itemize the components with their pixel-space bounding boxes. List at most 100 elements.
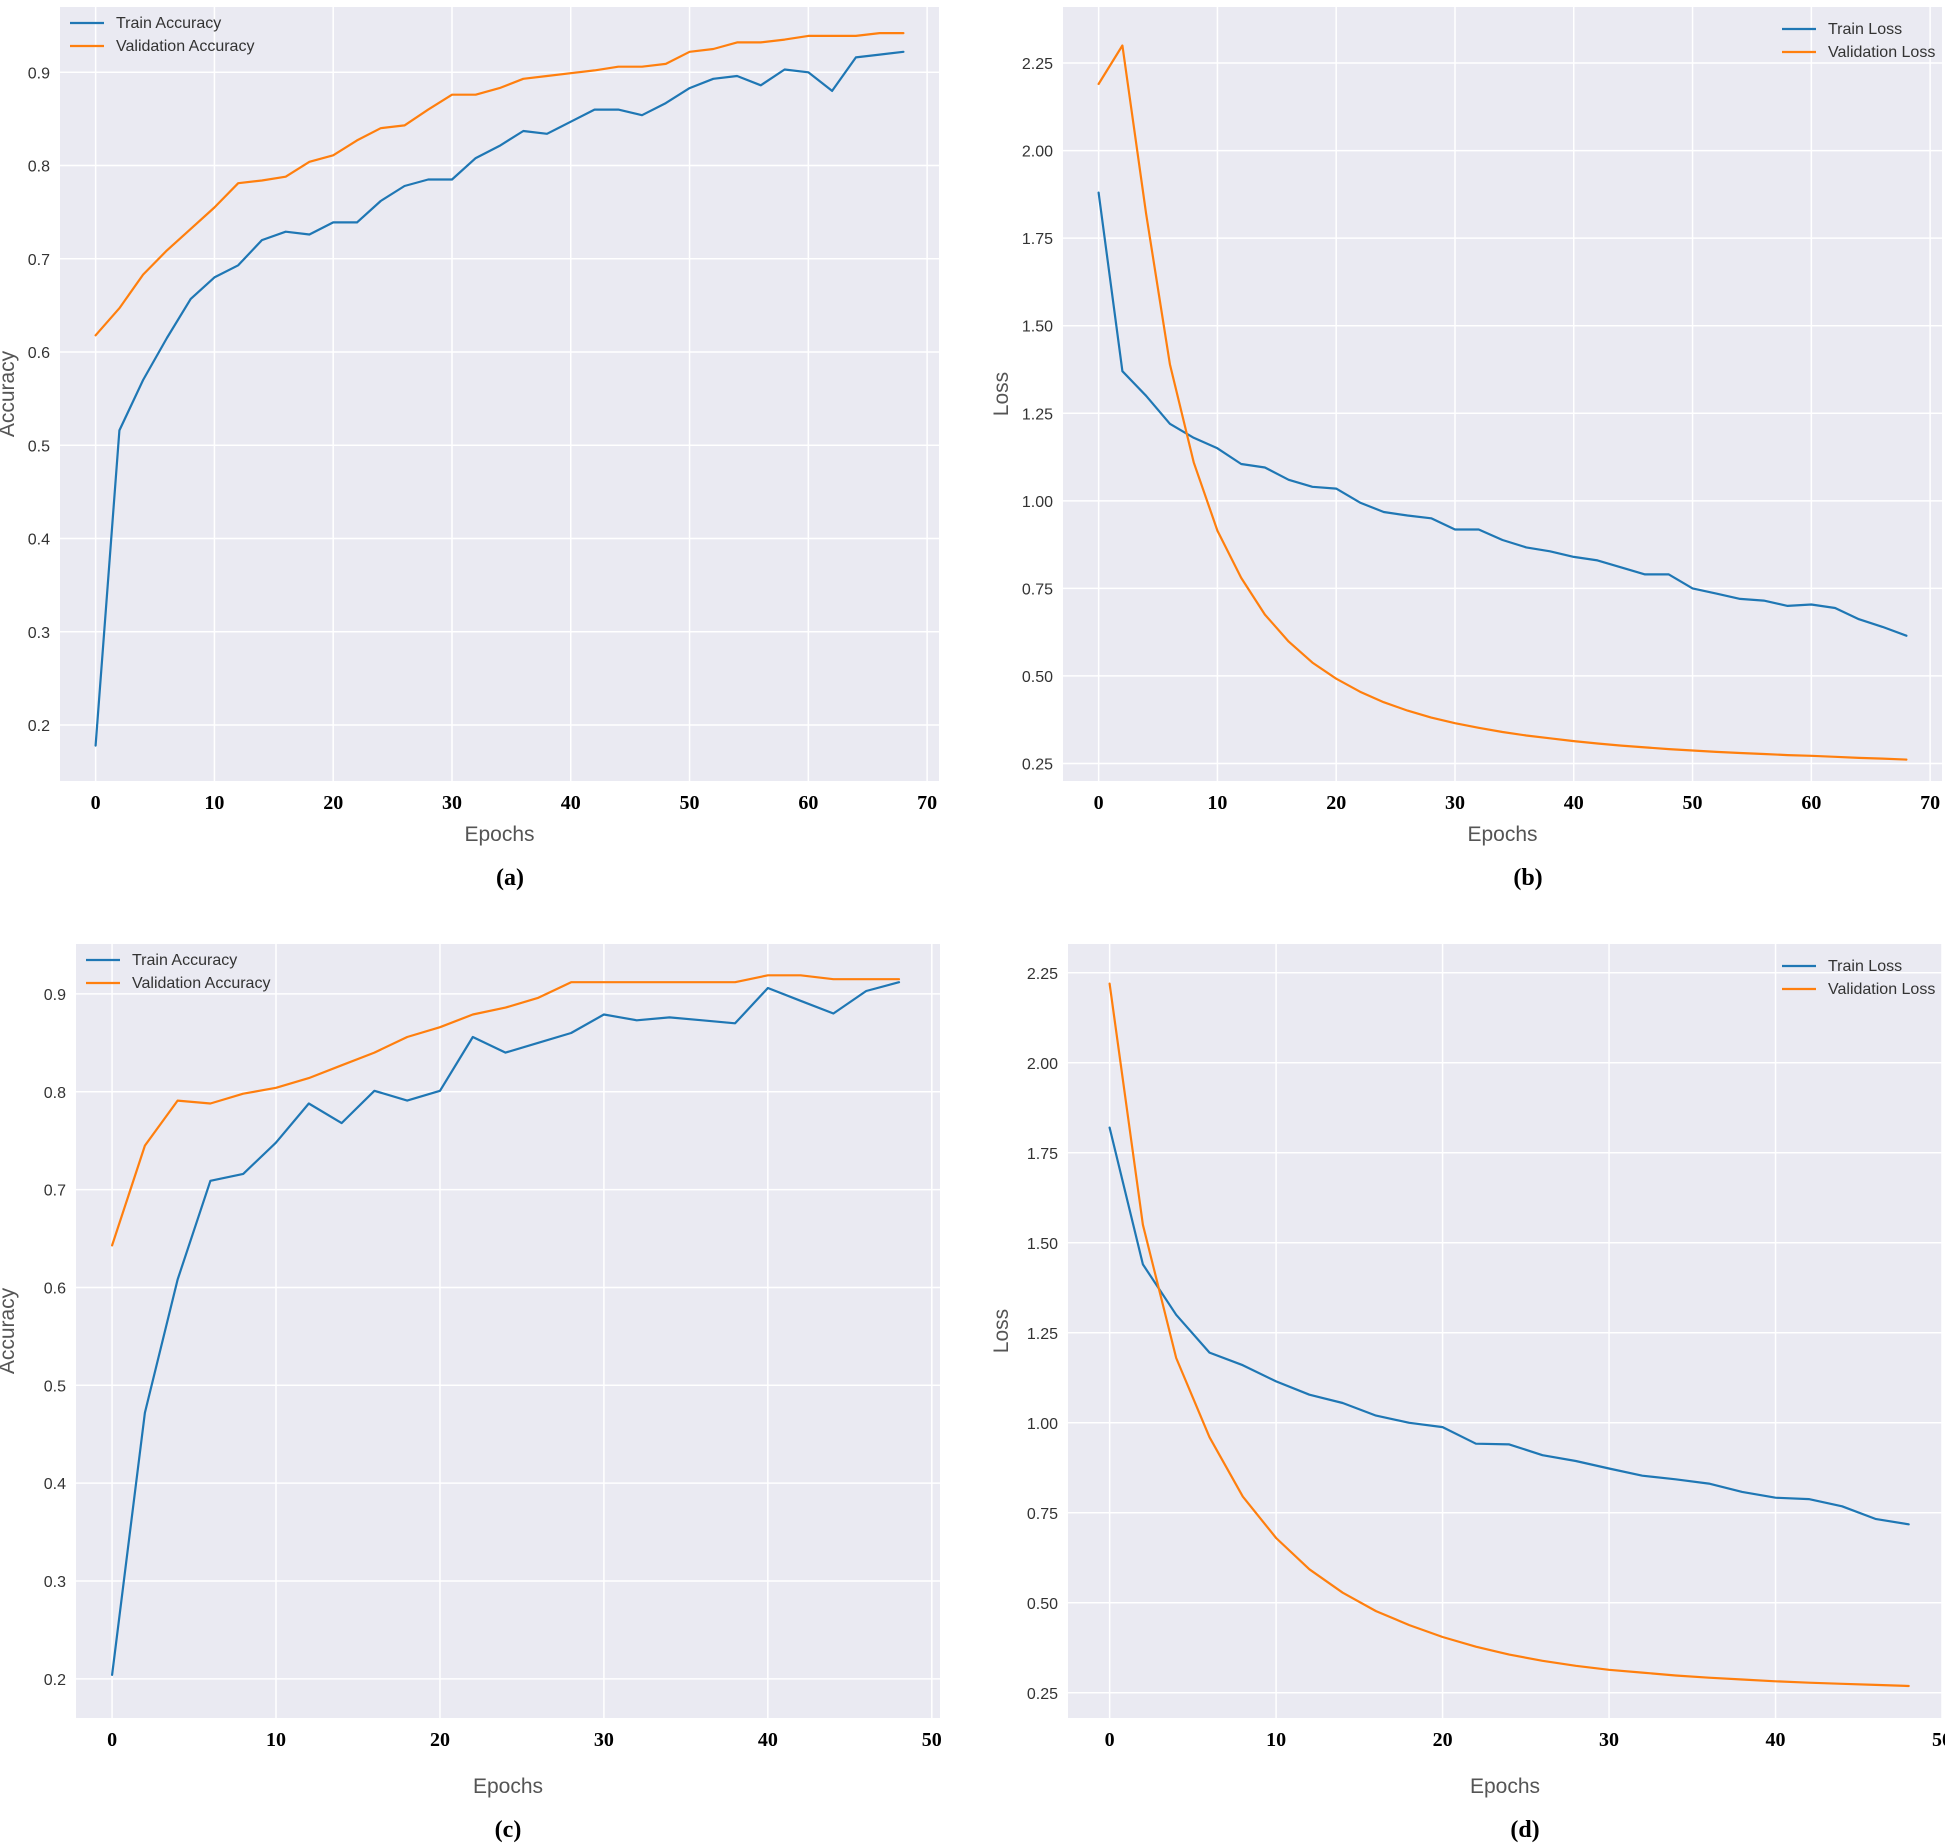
y-tick-label: 0.8 <box>28 159 50 176</box>
y-tick-label: 0.2 <box>28 718 50 735</box>
y-tick-label: 1.75 <box>1022 231 1053 248</box>
y-tick-label: 0.2 <box>44 1672 66 1689</box>
x-tick-label: 10 <box>266 1729 286 1751</box>
plot-background <box>60 7 939 781</box>
y-tick-label: 0.25 <box>1022 756 1053 773</box>
legend-label: Train Loss <box>1828 958 1902 975</box>
legend-label: Train Accuracy <box>132 952 237 969</box>
legend-label: Validation Accuracy <box>116 38 254 55</box>
x-tick-label: 50 <box>1932 1729 1945 1751</box>
series-line-train-accuracy <box>94 50 905 747</box>
x-axis-label: Epochs <box>473 1775 543 1798</box>
x-tick-label: 40 <box>758 1729 778 1751</box>
x-tick-label: 10 <box>1207 792 1227 814</box>
y-tick-label: 0.25 <box>1027 1686 1058 1703</box>
plot-background <box>1068 944 1942 1718</box>
y-tick-label: 0.5 <box>28 438 50 455</box>
y-tick-label: 1.50 <box>1022 319 1053 336</box>
legend-label: Train Accuracy <box>116 15 221 32</box>
x-tick-label: 60 <box>1801 792 1821 814</box>
legend-label: Validation Loss <box>1828 44 1935 61</box>
chart-panel-c: 0.2 0.3 0.4 0.5 0.6 0.7 0.8 0.9 0 10 20 30 40 50 Epoch… <box>0 944 942 1843</box>
x-tick-label: 20 <box>430 1729 450 1751</box>
panel-caption: (a) <box>496 865 524 891</box>
legend: Train Loss Validation Loss <box>1782 958 1935 998</box>
y-tick-label: 0.5 <box>44 1378 66 1395</box>
y-tick-label: 0.75 <box>1022 581 1053 598</box>
x-axis-label: Epochs <box>464 823 534 846</box>
x-tick-label: 50 <box>680 792 700 814</box>
x-tick-label: 30 <box>594 1729 614 1751</box>
series-line-validation-accuracy <box>94 31 905 337</box>
y-tick-label: 2.25 <box>1027 966 1058 983</box>
y-tick-label: 0.9 <box>44 987 66 1004</box>
legend-label: Validation Loss <box>1828 981 1935 998</box>
x-tick-label: 0 <box>107 1729 117 1751</box>
y-tick-label: 0.75 <box>1027 1506 1058 1523</box>
x-tick-label: 40 <box>1564 792 1584 814</box>
plot-background <box>76 944 940 1718</box>
x-tick-label: 10 <box>1266 1729 1286 1751</box>
y-tick-label: 1.25 <box>1027 1326 1058 1343</box>
panel-caption: (d) <box>1510 1817 1539 1843</box>
y-tick-label: 2.00 <box>1027 1056 1058 1073</box>
legend-label: Train Loss <box>1828 21 1902 38</box>
panel-caption: (b) <box>1513 865 1542 891</box>
x-tick-label: 0 <box>1105 1729 1115 1751</box>
y-tick-label: 1.75 <box>1027 1146 1058 1163</box>
y-tick-label: 0.6 <box>44 1280 66 1297</box>
legend: Train Accuracy Validation Accuracy <box>86 952 270 992</box>
x-tick-label: 50 <box>1683 792 1703 814</box>
x-axis-label: Epochs <box>1470 1775 1540 1798</box>
series-line-train-loss <box>1108 1126 1910 1526</box>
y-axis-label: Accuracy <box>0 1287 19 1374</box>
y-tick-label: 0.6 <box>28 345 50 362</box>
legend: Train Accuracy Validation Accuracy <box>70 15 254 55</box>
x-tick-label: 20 <box>323 792 343 814</box>
y-tick-label: 2.25 <box>1022 56 1053 73</box>
y-tick-label: 0.3 <box>28 625 50 642</box>
chart-panel-a: 0.2 0.3 0.4 0.5 0.6 0.7 0.8 0.9 0 10 20 30 40 50 60 70 E… <box>0 7 939 891</box>
x-tick-label: 40 <box>561 792 581 814</box>
plot-background <box>1063 7 1942 781</box>
y-tick-label: 2.00 <box>1022 144 1053 161</box>
x-tick-label: 30 <box>1445 792 1465 814</box>
panel-caption: (c) <box>495 1817 522 1843</box>
chart-panel-d: 0.25 0.50 0.75 1.00 1.25 1.50 1.75 2.00 2.25 0 10 2… <box>990 944 1945 1843</box>
y-tick-label: 0.4 <box>44 1476 66 1493</box>
legend-label: Validation Accuracy <box>132 975 270 992</box>
x-tick-label: 20 <box>1326 792 1346 814</box>
y-tick-label: 0.50 <box>1027 1596 1058 1613</box>
series-line-train-accuracy <box>110 981 901 1677</box>
y-axis-label: Loss <box>990 372 1013 416</box>
x-tick-label: 70 <box>917 792 937 814</box>
series-line-validation-loss <box>1108 982 1910 1688</box>
series-line-validation-loss <box>1097 44 1908 761</box>
x-tick-label: 60 <box>798 792 818 814</box>
chart-panel-b: 0.25 0.50 0.75 1.00 1.25 1.50 1.75 2.00 2.25 0 10 2… <box>990 7 1942 891</box>
y-axis-label: Loss <box>990 1309 1013 1353</box>
x-tick-label: 0 <box>1094 792 1104 814</box>
y-tick-label: 0.7 <box>44 1183 66 1200</box>
y-tick-label: 0.3 <box>44 1574 66 1591</box>
x-tick-label: 70 <box>1920 792 1940 814</box>
y-tick-label: 0.50 <box>1022 669 1053 686</box>
y-tick-label: 0.4 <box>28 532 50 549</box>
y-tick-label: 0.8 <box>44 1085 66 1102</box>
y-axis-label: Accuracy <box>0 350 19 437</box>
x-tick-label: 30 <box>442 792 462 814</box>
legend: Train Loss Validation Loss <box>1782 21 1935 61</box>
y-tick-label: 0.9 <box>28 65 50 82</box>
y-tick-label: 1.25 <box>1022 406 1053 423</box>
y-tick-label: 1.00 <box>1027 1416 1058 1433</box>
series-line-train-loss <box>1097 191 1908 637</box>
x-tick-label: 20 <box>1433 1729 1453 1751</box>
y-tick-label: 1.50 <box>1027 1236 1058 1253</box>
x-axis-label: Epochs <box>1467 823 1537 846</box>
series-line-validation-accuracy <box>110 974 901 1247</box>
y-tick-label: 0.7 <box>28 252 50 269</box>
x-tick-label: 50 <box>922 1729 942 1751</box>
y-tick-label: 1.00 <box>1022 494 1053 511</box>
x-tick-label: 0 <box>91 792 101 814</box>
